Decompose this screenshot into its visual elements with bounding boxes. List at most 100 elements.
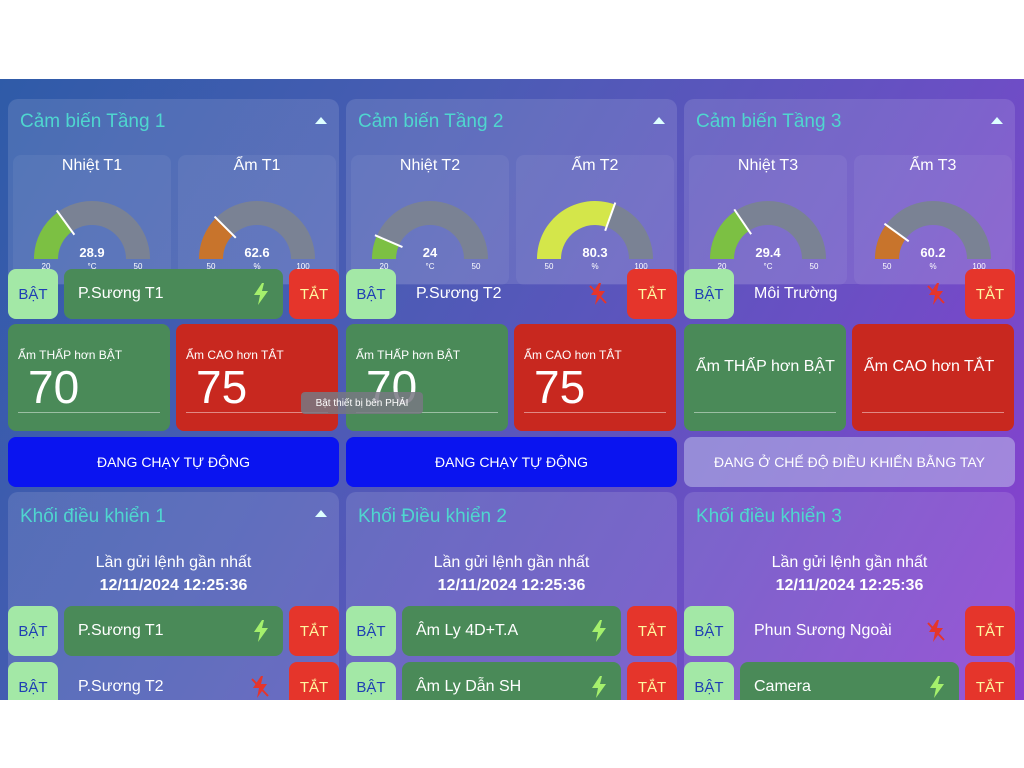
sensor-panel-1: Cảm biến Tầng 1 Nhiệt T1 28.9 °C 20 50 Ẩm T… [8,99,339,285]
off-button[interactable]: TẮT [627,269,677,319]
gauge-needle [604,202,617,232]
device-label: P.Sương T1 [64,269,283,319]
device-switch-row: BẬT P.Sương T1 TẮT [8,269,339,319]
sensor-panel-2: Cảm biến Tầng 2 Nhiệt T2 24 °C 20 50 Ẩm T2 … [346,99,677,285]
gauge-humidity: Ẩm T3 60.2% 50 100 [854,155,1012,285]
gauge-max: 100 [296,262,310,271]
low-threshold-card[interactable]: Ẩm THẤP hơn BẬT 70 [8,324,170,431]
panel-title: Cảm biến Tầng 3 [696,111,842,132]
mode-button[interactable]: ĐANG CHẠY TỰ ĐỘNG [8,437,339,487]
device-label: Môi Trường [740,269,959,319]
gauge-min: 50 [207,262,216,271]
gauge-fill [710,211,749,259]
panel-title: Cảm biến Tầng 2 [358,111,504,132]
low-threshold-card[interactable]: Ẩm THẤP hơn BẬT [684,324,846,431]
device-name: Âm Ly 4D+T.A [416,622,519,639]
control-panel-1: Khối điều khiển 1 Lần gửi lệnh gần nhất … [8,492,339,700]
gauge-track [34,201,150,259]
bolt-on-icon [591,620,607,647]
device-switch-row: BẬT Âm Ly Dẫn SH TẮT [346,662,677,700]
high-threshold-label: Ẩm CAO hơn TẮT [524,348,622,362]
device-name: Môi Trường [754,285,838,302]
input-underline [356,412,498,413]
off-button[interactable]: TẮT [965,606,1015,656]
device-name: Phun Sương Ngoài [754,622,892,639]
device-name: P.Sương T2 [416,285,502,302]
gauge-track [372,201,488,259]
last-sent-time: 12/11/2024 12:25:36 [775,577,924,594]
high-threshold-value[interactable]: 75 [196,361,248,413]
collapse-caret-icon[interactable] [991,117,1003,124]
collapse-caret-icon[interactable] [653,117,665,124]
gauge-label: Ẩm T2 [571,157,619,174]
sensor-panel-3: Cảm biến Tầng 3 Nhiệt T3 29.4 °C 20 50 Ẩm T… [684,99,1015,285]
humidity-gauge-dial: 80.3% 50 100 [537,201,653,271]
gauge-needle [733,208,752,235]
on-button[interactable]: BẬT [684,269,734,319]
off-button[interactable]: TẮT [289,269,339,319]
off-button[interactable]: TẮT [289,662,339,700]
high-threshold-card[interactable]: Ẩm CAO hơn TẮT 75 [514,324,676,431]
input-underline[interactable] [862,412,1004,413]
panel-title: Cảm biến Tầng 1 [20,111,166,132]
gauge-temperature: Nhiệt T1 28.9 °C 20 50 [13,155,171,285]
gauge-fill [199,217,233,259]
bolt-off-icon [927,620,945,647]
gauge-label: Ẩm T1 [233,157,281,174]
device-switch-row: BẬT Camera TẮT [684,662,1015,700]
device-label: Phun Sương Ngoài [740,606,959,656]
mode-button[interactable]: ĐANG Ở CHẾ ĐỘ ĐIỀU KHIỂN BẰNG TAY [684,437,1015,487]
device-label: Camera [740,662,959,700]
gauge-fill [34,212,73,259]
on-button[interactable]: BẬT [8,269,58,319]
gauge-track [875,201,991,259]
gauge-needle [883,222,910,243]
humidity-gauge-dial: 62.6% 50 100 [199,201,315,271]
low-threshold-card[interactable]: Ẩm THẤP hơn BẬT 70 [346,324,508,431]
gauge-unit: % [929,262,936,271]
last-sent-label: Lần gửi lệnh gần nhất [433,554,590,571]
on-button[interactable]: BẬT [346,662,396,700]
dashboard: Cảm biến Tầng 1 Nhiệt T1 28.9 °C 20 50 Ẩm T… [0,79,1024,700]
bolt-on-icon [591,676,607,700]
input-underline[interactable] [694,412,836,413]
high-threshold-card[interactable]: Ẩm CAO hơn TẮT 75 [176,324,338,431]
device-name: P.Sương T1 [78,285,164,302]
on-button[interactable]: BẬT [346,269,396,319]
off-button[interactable]: TẮT [289,606,339,656]
high-threshold-value[interactable]: 75 [534,361,586,413]
off-button[interactable]: TẮT [965,269,1015,319]
collapse-caret-icon[interactable] [315,510,327,517]
bolt-off-icon [251,676,269,700]
control-panel-2: Khối Điều khiển 2 Lần gửi lệnh gần nhất … [346,492,677,700]
device-name: Âm Ly Dẫn SH [416,678,522,695]
gauge-temperature: Nhiệt T2 24 °C 20 50 [351,155,509,285]
last-sent-time: 12/11/2024 12:25:36 [437,577,586,594]
gauge-unit: °C [764,262,773,271]
device-name: Camera [754,678,811,695]
gauge-label: Nhiệt T3 [737,157,799,174]
gauge-temperature: Nhiệt T3 29.4 °C 20 50 [689,155,847,285]
off-button[interactable]: TẮT [965,662,1015,700]
mode-button[interactable]: ĐANG CHẠY TỰ ĐỘNG [346,437,677,487]
low-threshold-value[interactable]: 70 [28,361,80,413]
on-button[interactable]: BẬT [684,662,734,700]
device-switch-row: BẬT Âm Ly 4D+T.A TẮT [346,606,677,656]
gauge-min: 50 [545,262,554,271]
collapse-caret-icon[interactable] [315,117,327,124]
high-threshold-card[interactable]: Ẩm CAO hơn TẮT [852,324,1014,431]
gauge-humidity: Ẩm T1 62.6% 50 100 [178,155,336,285]
off-button[interactable]: TẮT [627,606,677,656]
on-button[interactable]: BẬT [684,606,734,656]
device-switch-row: BẬT Môi Trường TẮT [684,269,1015,319]
gauge-track [199,201,315,259]
low-threshold-label: Ẩm THẤP hơn BẬT [18,348,123,362]
on-button[interactable]: BẬT [8,606,58,656]
on-button[interactable]: BẬT [346,606,396,656]
off-button[interactable]: TẮT [627,662,677,700]
gauge-label: Nhiệt T2 [399,157,461,174]
on-button[interactable]: BẬT [8,662,58,700]
gauge-value: 28.9 [79,245,104,260]
device-label: P.Sương T1 [64,606,283,656]
gauge-max: 50 [134,262,143,271]
